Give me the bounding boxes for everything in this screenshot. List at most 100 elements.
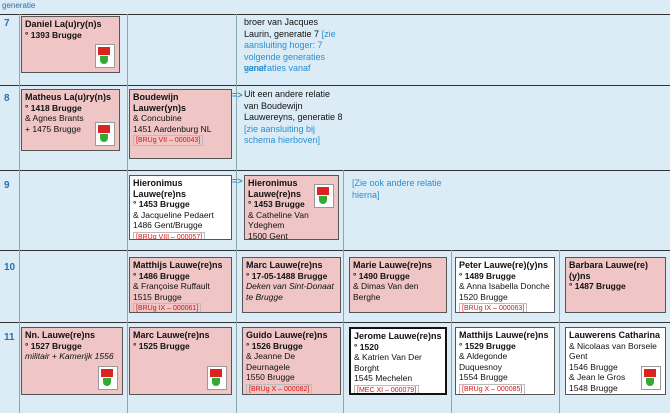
person-card-marie[interactable]: Marie Lauwe(re)ns ° 1490 Brugge & Dimas … [349, 257, 447, 313]
generation-number: 9 [4, 180, 10, 191]
generation-number: 8 [4, 93, 10, 104]
row-divider [0, 14, 670, 15]
person-place: 1451 Aardenburg NL [133, 123, 212, 134]
archive-ref[interactable]: [MEC XI – 000079] [354, 384, 420, 393]
archive-ref[interactable]: [BRUg X – 000085] [459, 383, 526, 394]
person-place: 1520 Brugge [459, 291, 508, 302]
note-gen7: broer van Jacques Laurin, generatie 7 [z… [244, 17, 348, 75]
person-birth: ° 1453 Brugge [133, 199, 190, 209]
person-place: 1550 Brugge [246, 372, 295, 382]
person-place: 1545 Mechelen [354, 373, 413, 383]
person-note: militair + Kamerijk 1556 [25, 351, 114, 361]
person-place: 1548 Brugge [569, 382, 618, 393]
person-place: 1500 Gent [248, 230, 288, 240]
person-note: Deken van Sint-Donaat te Brugge [246, 281, 334, 302]
generation-header: generatie [2, 1, 36, 10]
coat-of-arms-icon [641, 366, 661, 390]
person-name: Daniel La(u)ry(n)s [25, 19, 102, 29]
row-divider [0, 85, 670, 86]
column-divider [451, 250, 452, 413]
person-spouse: & Dimas Van den Berghe [353, 281, 419, 302]
column-divider [19, 14, 20, 413]
generation-number: 10 [4, 262, 16, 273]
column-divider [127, 14, 128, 413]
person-birth: ° 1486 Brugge [133, 270, 190, 281]
person-card-jerome[interactable]: Jerome Lauwe(re)ns ° 1520 & Katrien Van … [349, 327, 447, 395]
person-card-hieronimus-2[interactable]: Hieronimus Lauwe(re)ns ° 1453 Brugge & C… [244, 175, 339, 240]
person-name: Matheus La(u)ry(n)s [25, 92, 112, 102]
person-birth: ° 1529 Brugge [459, 340, 516, 351]
person-birth: ° 1453 Brugge [248, 199, 305, 209]
archive-ref[interactable]: [BRUg IX – 000061] [133, 303, 202, 312]
person-card-nn[interactable]: Nn. Lauwe(re)ns ° 1527 Brugge militair +… [21, 327, 123, 395]
column-divider [559, 250, 560, 413]
archive-ref[interactable]: [BRUg IX – 000063] [459, 303, 528, 312]
person-birth: ° 1489 Brugge [459, 270, 516, 281]
person-card-matheus[interactable]: Matheus La(u)ry(n)s ° 1418 Brugge & Agne… [21, 89, 120, 151]
archive-ref[interactable]: [BRUg VIII – 000057] [133, 231, 206, 239]
note-text: broer van Jacques Laurin, generatie 7 [244, 17, 322, 39]
person-birth: ° 1487 Brugge [569, 281, 626, 291]
person-birth: ° 1526 Brugge [246, 340, 303, 351]
aansluiting-link-tail[interactable]: generaties vanaf [244, 63, 311, 73]
person-place: 1486 Gent/Brugge [133, 220, 203, 230]
relatie-link[interactable]: [Zie ook andere relatie hierna] [352, 178, 442, 200]
person-name: Boudewijn Lauwer(yn)s [133, 92, 187, 113]
person-card-boudewijn[interactable]: Boudewijn Lauwer(yn)s & Concubine 1451 A… [129, 89, 232, 159]
person-card-daniel[interactable]: Daniel La(u)ry(n)s ° 1393 Brugge [21, 16, 120, 73]
person-name: Hieronimus Lauwe(re)ns [133, 178, 187, 199]
person-card-peter[interactable]: Peter Lauwe(re)(y)ns ° 1489 Brugge & Ann… [455, 257, 555, 313]
column-divider [343, 170, 344, 413]
person-birth: ° 1525 Brugge [133, 340, 190, 351]
person-spouse: & Jean le Gros [569, 372, 626, 382]
archive-ref[interactable]: [BRUg X – 000082] [246, 383, 313, 394]
archive-ref[interactable]: [BRUg VII – 000043] [133, 135, 204, 146]
person-name: Marc Lauwe(re)ns [246, 260, 323, 270]
person-place: 1515 Brugge [133, 291, 182, 302]
person-name: Matthijs Lauwe(re)ns [133, 260, 223, 270]
person-spouse: & Jeanne De Deurnagele [246, 351, 296, 372]
person-name: Peter Lauwe(re)(y)ns [459, 260, 549, 270]
person-card-marc-11[interactable]: Marc Lauwe(re)ns ° 1525 Brugge [129, 327, 232, 395]
person-card-lauwerens[interactable]: Lauwerens Catharina & Nicolaas van Borse… [565, 327, 666, 395]
aansluiting-link[interactable]: [zie aansluiting hoger: 7 volgende gener… [244, 28, 336, 74]
coat-of-arms-icon [314, 184, 334, 208]
person-name: Hieronimus Lauwe(re)ns [248, 178, 302, 199]
person-death: + 1475 Brugge [25, 123, 82, 134]
person-place: Gent [569, 351, 588, 361]
person-name: Matthijs Lauwe(re)ns [459, 330, 549, 340]
coat-of-arms-icon [95, 122, 115, 146]
person-spouse: & Agnes Brants [25, 113, 84, 123]
person-place: 1554 Brugge [459, 372, 508, 382]
person-spouse: & Françoise Ruffault [133, 281, 210, 291]
person-card-hieronimus-1[interactable]: Hieronimus Lauwe(re)ns ° 1453 Brugge & J… [129, 175, 232, 240]
person-birth: ° 1490 Brugge [353, 270, 410, 281]
person-spouse: & Katrien Van Der Borght [354, 352, 422, 373]
note-text: Uit een andere relatie van Boudewijn Lau… [244, 89, 343, 122]
person-name: Barbara Lauwe(re)(y)ns [569, 260, 649, 281]
person-card-guido[interactable]: Guido Lauwe(re)ns ° 1526 Brugge & Jeanne… [242, 327, 341, 395]
generation-number: 11 [4, 332, 15, 343]
person-card-marc-10[interactable]: Marc Lauwe(re)ns ° 17-05-1488 Brugge Dek… [242, 257, 341, 313]
person-name: Jerome Lauwe(re)ns [354, 331, 442, 341]
person-card-barbara[interactable]: Barbara Lauwe(re)(y)ns ° 1487 Brugge [565, 257, 666, 313]
person-name: Marie Lauwe(re)ns [353, 260, 433, 270]
person-birth: ° 1393 Brugge [25, 29, 82, 40]
person-spouse: & Concubine [133, 113, 182, 123]
person-spouse: & Catheline Van Ydeghem [248, 209, 309, 231]
row-divider [0, 170, 670, 171]
person-card-matthijs-10[interactable]: Matthijs Lauwe(re)ns ° 1486 Brugge & Fra… [129, 257, 232, 313]
coat-of-arms-icon [207, 366, 227, 390]
person-spouse: & Jacqueline Pedaert [133, 209, 214, 220]
person-spouse: & Nicolaas van Borsele [569, 340, 657, 351]
note-gen8: Uit een andere relatie van Boudewijn Lau… [244, 89, 344, 147]
row-divider [0, 250, 670, 251]
generation-number: 7 [4, 18, 10, 29]
person-card-matthijs-11[interactable]: Matthijs Lauwe(re)ns ° 1529 Brugge & Ald… [455, 327, 555, 395]
schema-link[interactable]: [zie aansluiting bij schema hierboven] [244, 123, 321, 146]
person-birth: ° 1527 Brugge [25, 340, 82, 351]
person-spouse: & Anna Isabella Donche [459, 281, 550, 291]
person-name: Marc Lauwe(re)ns [133, 330, 210, 340]
coat-of-arms-icon [98, 366, 118, 390]
arrow-icon: => [232, 176, 243, 186]
